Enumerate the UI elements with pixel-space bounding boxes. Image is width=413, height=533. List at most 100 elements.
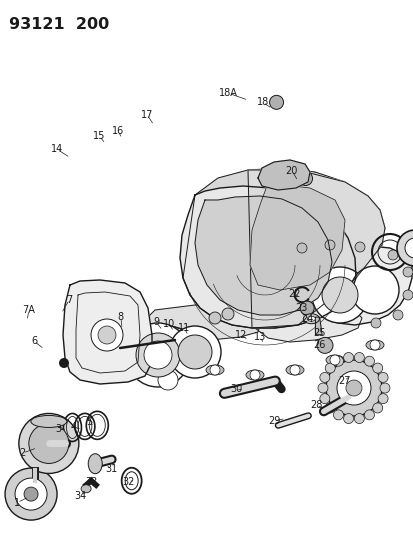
Circle shape [377, 394, 387, 403]
Polygon shape [249, 183, 344, 290]
Circle shape [209, 365, 219, 375]
Circle shape [369, 340, 379, 350]
Circle shape [363, 410, 374, 420]
Circle shape [329, 355, 339, 365]
Circle shape [363, 356, 374, 366]
Text: 9: 9 [153, 318, 159, 327]
Polygon shape [257, 160, 309, 190]
Circle shape [345, 380, 361, 396]
Circle shape [325, 403, 335, 413]
Polygon shape [183, 168, 384, 328]
Circle shape [324, 240, 334, 250]
Circle shape [332, 356, 343, 366]
Circle shape [370, 318, 380, 328]
Text: 12: 12 [234, 330, 247, 340]
Text: 26: 26 [313, 341, 325, 350]
Text: 30: 30 [229, 384, 242, 394]
Circle shape [144, 341, 171, 369]
Ellipse shape [325, 355, 343, 365]
Circle shape [354, 242, 364, 252]
Circle shape [289, 365, 299, 375]
Circle shape [321, 277, 357, 313]
Text: 11: 11 [178, 323, 190, 333]
Circle shape [332, 410, 343, 420]
Text: 29: 29 [267, 416, 280, 426]
Text: 20: 20 [285, 166, 297, 175]
Polygon shape [116, 325, 199, 379]
Text: 3: 3 [55, 424, 61, 434]
Circle shape [379, 383, 389, 393]
Ellipse shape [285, 365, 303, 375]
Text: 2: 2 [19, 448, 26, 458]
Text: 22: 22 [288, 289, 300, 299]
Circle shape [91, 319, 123, 351]
Polygon shape [130, 305, 259, 362]
Circle shape [387, 250, 397, 260]
Ellipse shape [88, 454, 102, 474]
Text: 24: 24 [300, 314, 313, 324]
Text: 1: 1 [14, 498, 20, 507]
Circle shape [158, 370, 178, 390]
Ellipse shape [81, 484, 91, 493]
Circle shape [319, 373, 329, 382]
Text: 18A: 18A [218, 88, 237, 98]
Circle shape [296, 243, 306, 253]
Circle shape [299, 301, 313, 315]
Circle shape [404, 238, 413, 258]
Circle shape [392, 310, 402, 320]
Text: 14: 14 [51, 144, 63, 154]
Polygon shape [180, 186, 355, 328]
Circle shape [59, 358, 69, 368]
Polygon shape [315, 317, 321, 335]
Circle shape [98, 326, 116, 344]
Text: 18: 18 [256, 98, 268, 107]
Polygon shape [195, 196, 331, 315]
Circle shape [402, 290, 412, 300]
Text: 28: 28 [310, 400, 322, 410]
Circle shape [249, 370, 259, 380]
Circle shape [372, 363, 382, 373]
Circle shape [319, 394, 329, 403]
Text: 17: 17 [140, 110, 153, 119]
Text: 5: 5 [85, 417, 92, 427]
Ellipse shape [245, 370, 263, 380]
Circle shape [350, 266, 398, 314]
Ellipse shape [31, 415, 66, 427]
Circle shape [343, 414, 353, 424]
Text: 27: 27 [337, 376, 350, 386]
Ellipse shape [303, 314, 318, 324]
Circle shape [136, 333, 180, 377]
Text: 34: 34 [74, 491, 87, 500]
Text: 16: 16 [112, 126, 124, 135]
Circle shape [29, 423, 69, 464]
Circle shape [15, 478, 47, 510]
Circle shape [402, 267, 412, 277]
Circle shape [336, 371, 370, 405]
Circle shape [19, 414, 78, 473]
Text: 13: 13 [253, 332, 266, 342]
Text: 33: 33 [85, 478, 97, 487]
Circle shape [372, 403, 382, 413]
Ellipse shape [206, 365, 223, 375]
Text: 32: 32 [122, 478, 134, 487]
Text: 31: 31 [105, 464, 118, 474]
Circle shape [126, 323, 190, 387]
Polygon shape [299, 246, 411, 325]
Text: 25: 25 [313, 328, 325, 338]
Circle shape [396, 230, 413, 266]
Text: 23: 23 [294, 303, 307, 313]
Text: 10: 10 [162, 319, 175, 328]
Text: 7A: 7A [22, 305, 36, 315]
Circle shape [169, 326, 221, 378]
Ellipse shape [306, 316, 315, 321]
Text: 7: 7 [66, 295, 73, 304]
Circle shape [343, 352, 353, 362]
Circle shape [178, 335, 211, 369]
Text: 4: 4 [71, 423, 76, 432]
Circle shape [377, 373, 387, 382]
Circle shape [209, 312, 221, 324]
Circle shape [316, 337, 332, 353]
Circle shape [354, 352, 363, 362]
Text: 6: 6 [31, 336, 37, 346]
Text: 93121  200: 93121 200 [9, 17, 109, 32]
